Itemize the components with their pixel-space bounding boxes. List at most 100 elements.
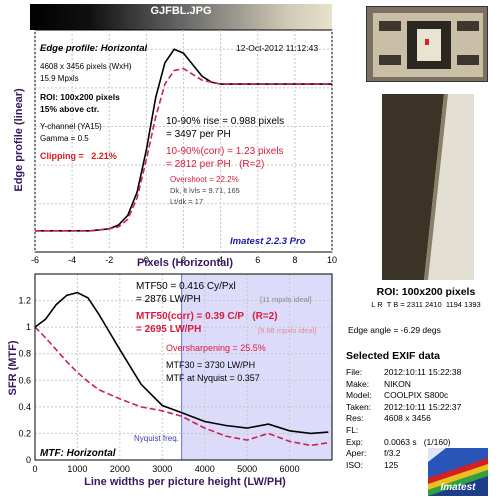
channel-line: Y-channel (YA15) (40, 122, 102, 131)
exif-key: Res: (346, 413, 364, 424)
edge-x-tick: 8 (292, 255, 297, 265)
exif-row: File: 2012:10:11 15:22:38 (346, 367, 461, 377)
mtf-y-tick: 0.2 (18, 428, 31, 438)
mpxls-line: 15.9 Mpxls (40, 74, 79, 83)
imatest-version: Imatest 2.2.3 Pro (230, 236, 306, 247)
roi-crop-image (382, 94, 474, 280)
mtf-x-tick: 0 (32, 464, 37, 474)
image-size-line: 4608 x 3456 pixels (WxH) (40, 62, 132, 71)
exif-row: Res: 4608 x 3456 (346, 413, 431, 423)
rise-corr-per-ph-line: = 2812 per PH (R=2) (166, 159, 265, 170)
mtf-line (34, 291, 329, 435)
exif-key: Aper: (346, 448, 367, 459)
mtf-tick-labels: 0 1000 2000 3000 4000 5000 6000 0 0.2 0.4 0.6 0.8 1 1… (18, 296, 299, 474)
edge-x-tick: 2 (181, 255, 186, 265)
mtf50-corr-ideal-note: [9.68 mpxls ideal] (258, 326, 317, 335)
exif-title: Selected EXIF data (346, 350, 440, 362)
edge-x-tick: 0 (144, 255, 149, 265)
mtf50-ideal-note: [11 mpxls ideal] (260, 295, 312, 304)
exif-key: Make: (346, 378, 370, 389)
mtf-y-tick: 0.4 (18, 402, 31, 412)
exif-value: 2012:10:11 15:22:38 (384, 367, 462, 377)
rise-corr-line: 10-90%(corr) = 1.23 pixels (166, 146, 284, 157)
mtf50-line: MTF50 = 0.416 Cy/Pxl (136, 281, 236, 292)
exif-row: Model: COOLPIX S800c (346, 390, 448, 400)
edge-x-tick: -2 (105, 255, 113, 265)
edge-chart-header: Edge profile: Horizontal (40, 43, 148, 54)
mtf-y-tick: 0.8 (18, 349, 31, 359)
roi-title: ROI: 100x200 pixels (376, 286, 476, 298)
edge-x-tick: 6 (255, 255, 260, 265)
edge-x-tick: -4 (68, 255, 76, 265)
clipping-line: Clipping = 2.21% (40, 151, 117, 161)
mtf-x-tick: 4000 (195, 464, 215, 474)
imatest-logo: Imatest (428, 448, 488, 496)
gamma-line: Gamma = 0.5 (40, 134, 89, 143)
exif-row: FL: (346, 425, 384, 435)
mtf-x-tick: 3000 (152, 464, 172, 474)
edge-profile-corr-line (35, 67, 332, 232)
mtf-chart: 0 1000 2000 3000 4000 5000 6000 0 0.2 0.4 0.6 0.8 1 1… (7, 273, 333, 488)
exif-key: File: (346, 367, 363, 377)
lt-dk-line: Lt/dk = 17 (170, 197, 204, 206)
edge-grid (34, 30, 333, 252)
edge-x-axis-label: Pixels (Horizontal) (137, 257, 233, 269)
mtf-x-tick: 6000 (280, 464, 300, 474)
roi-ltrb: L R T B = 2311 2410 1194 1393 (371, 300, 481, 309)
overshoot-line: Overshoot = 22.2% (170, 175, 239, 184)
exif-row: Taken: 2012:10:11 15:22:37 (346, 402, 461, 412)
mtf50-corr-lwph-line: = 2695 LW/PH (136, 324, 202, 335)
exif-row: Exp: 0.0063 s (1/160) (346, 437, 451, 447)
mtf-y-tick: 0 (26, 455, 31, 465)
exif-value: 125 (384, 459, 399, 470)
mtf-series (34, 291, 329, 447)
roi-position-line: 15% above ctr. (40, 104, 100, 114)
mtf-y-tick: 1 (26, 322, 31, 332)
oversharpening-line: Oversharpening = 25.5% (166, 343, 266, 353)
nyquist-region (181, 274, 332, 460)
mtf-x-axis-label: Line widths per picture height (LW/PH) (84, 476, 286, 488)
exif-value: 4608 x 3456 (384, 413, 431, 424)
edge-profile-chart: -6 -4 -2 0 2 4 6 8 10 Pixels (Horizontal) Edge p… (13, 29, 337, 269)
mtf-x-tick: 1000 (67, 464, 87, 474)
nyquist-label: Nyquist freq. (134, 434, 179, 443)
mtf-nyquist-line: MTF at Nyquist = 0.357 (166, 373, 260, 383)
rise-line: 10-90% rise = 0.988 pixels (166, 116, 285, 127)
levels-line: Dk, lt lvls = 9.71, 165 (170, 186, 240, 195)
exif-value: NIKON (384, 378, 411, 389)
exif-row: Aper: f/3.2 (346, 448, 401, 458)
mtf50-corr-line: MTF50(corr) = 0.39 C/P (R=2) (136, 311, 278, 322)
roi-line: ROI: 100x200 pixels (40, 92, 120, 102)
edge-x-tick: 4 (218, 255, 223, 265)
rise-per-ph-line: = 3497 per PH (166, 129, 231, 140)
tone-gradient-strip (30, 4, 332, 30)
exif-key: Taken: (346, 401, 372, 412)
edge-x-tick: -6 (31, 255, 39, 265)
mtf50-lwph-line: = 2876 LW/PH (136, 294, 201, 305)
chart-thumbnail (366, 6, 488, 82)
edge-series (35, 48, 332, 232)
mtf-corr-line (34, 326, 329, 447)
edge-x-tick-labels: -6 -4 -2 0 2 4 6 8 10 (31, 255, 337, 265)
exif-key: FL: (346, 425, 359, 435)
mtf-x-tick: 2000 (110, 464, 130, 474)
exif-value: f/3.2 (384, 448, 401, 459)
exif-value: 2012:10:11 15:22:37 (384, 401, 462, 412)
exif-key: ISO: (346, 459, 364, 470)
file-title: GJFBL.JPG (150, 5, 212, 17)
exif-row: ISO: 125 (346, 460, 398, 470)
exif-value: 0.0063 s (1/160) (384, 436, 451, 447)
exif-key: Exp: (346, 436, 364, 447)
edge-y-axis-label: Edge profile (linear) (13, 88, 25, 192)
mtf-y-tick: 1.2 (18, 296, 31, 306)
mtf-y-axis-label: SFR (MTF) (7, 340, 19, 395)
mtf30-line: MTF30 = 3730 LW/PH (166, 360, 256, 370)
mtf-y-tick: 0.6 (18, 375, 31, 385)
edge-x-tick: 10 (327, 255, 337, 265)
imatest-logo-text: Imatest (440, 482, 476, 493)
mtf-x-tick: 5000 (237, 464, 257, 474)
edge-timestamp: 12-Oct-2012 11:12:43 (236, 43, 319, 53)
mtf-chart-header: MTF: Horizontal (40, 448, 116, 459)
exif-value: COOLPIX S800c (384, 390, 449, 401)
edge-angle: Edge angle = -6.29 degs (348, 325, 441, 335)
